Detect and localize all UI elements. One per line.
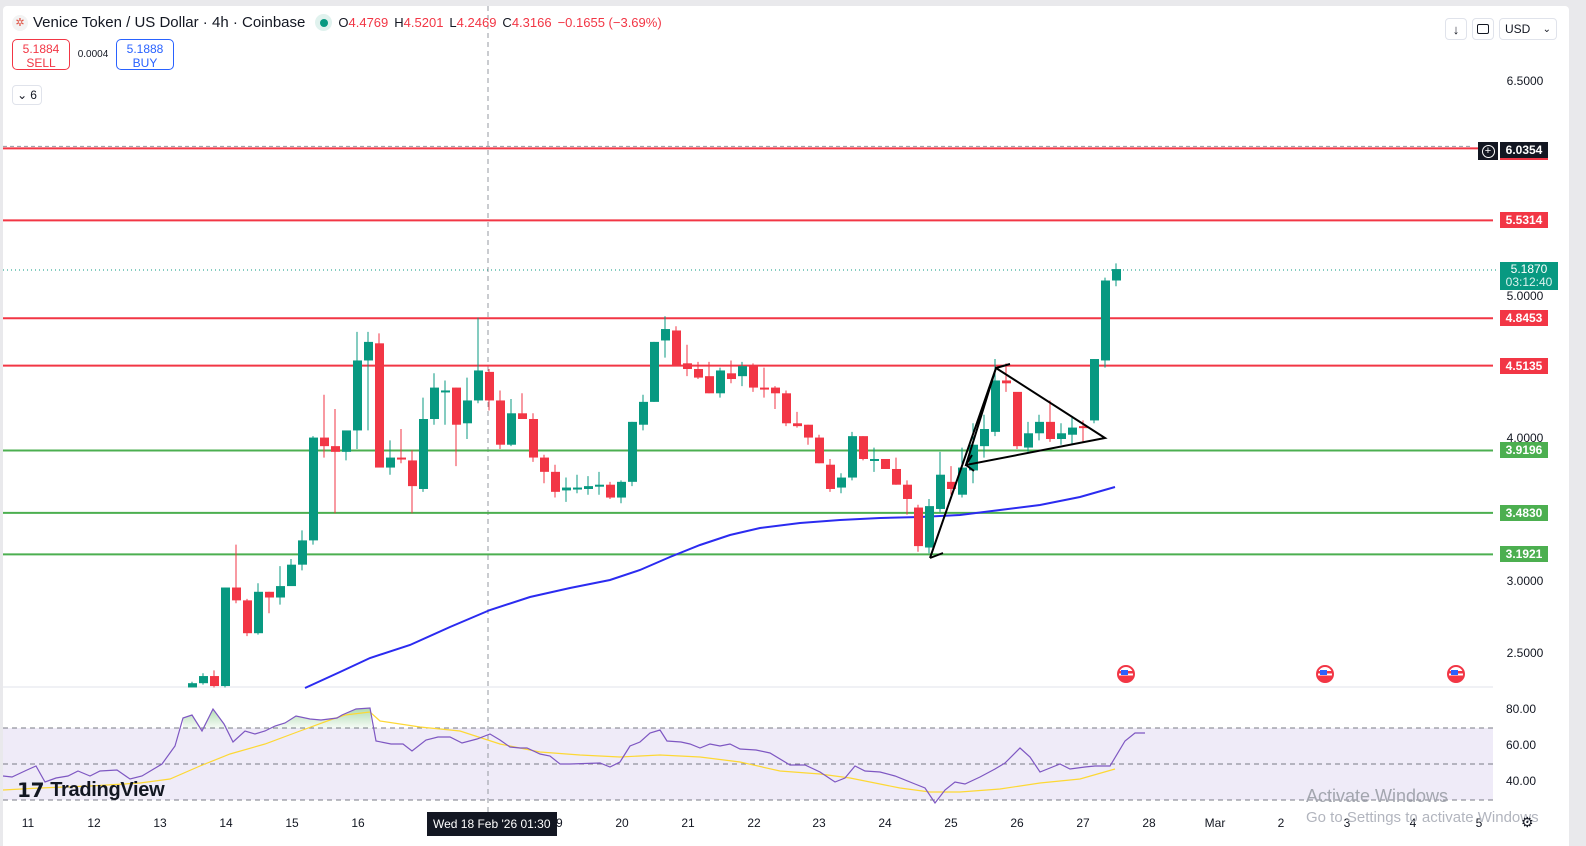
- time-tick-label: 3: [1343, 816, 1351, 830]
- rsi-tick-label: 60.00: [1505, 738, 1537, 752]
- ohlc-open: O4.4769: [338, 15, 389, 30]
- time-tick-label: 11: [21, 816, 35, 830]
- arrow-down-icon: ↓: [1452, 21, 1460, 37]
- alert-line-label[interactable]: + 6.0354: [1478, 142, 1548, 160]
- market-open-status-icon[interactable]: [315, 14, 333, 31]
- chevron-down-icon: ⌄: [17, 88, 28, 102]
- ohlc-close: C4.3166: [502, 15, 552, 30]
- time-tick-label: 22: [747, 816, 761, 830]
- rsi-tick-label: 40.00: [1505, 774, 1537, 788]
- resistance-level-label[interactable]: 5.5314: [1500, 212, 1548, 229]
- resistance-level-label[interactable]: 4.8453: [1500, 310, 1548, 327]
- last-price-value: 5.1870: [1510, 262, 1548, 276]
- indicators-count: 6: [30, 88, 37, 102]
- time-tick-label: 16: [351, 816, 365, 830]
- time-tick-label: 2: [1277, 816, 1285, 830]
- venice-token-icon: ✲: [12, 14, 28, 31]
- sell-label: SELL: [26, 56, 56, 70]
- sell-price: 5.1884: [22, 42, 60, 56]
- spread-value: 0.0004: [77, 49, 109, 60]
- time-tick-label: 20: [615, 816, 629, 830]
- support-level-label[interactable]: 3.1921: [1500, 546, 1548, 563]
- plus-icon: +: [1481, 144, 1495, 158]
- ohlc-high: H4.5201: [394, 15, 444, 30]
- fullscreen-button[interactable]: [1472, 18, 1494, 40]
- add-alert-button[interactable]: +: [1478, 142, 1498, 160]
- chart-toolbar: ↓ USD ⌄: [1445, 18, 1557, 40]
- os-activation-hint: Go to Settings to activate Windows: [1306, 809, 1539, 826]
- time-tick-label: 25: [944, 816, 958, 830]
- logo-text: TradingView: [50, 779, 165, 801]
- time-tick-label: 14: [219, 816, 233, 830]
- symbol-legend: ✲ Venice Token / US Dollar · 4h · Coinba…: [12, 14, 662, 31]
- time-tick-label: 13: [153, 816, 167, 830]
- symbol-title[interactable]: Venice Token / US Dollar · 4h · Coinbase: [33, 14, 306, 31]
- price-tick-label: 3.0000: [1506, 574, 1544, 588]
- time-tick-label: 24: [878, 816, 892, 830]
- currency-value: USD: [1505, 22, 1531, 36]
- price-tick-label: 4.0000: [1506, 431, 1544, 445]
- time-tick-label: 23: [812, 816, 826, 830]
- scroll-to-latest-button[interactable]: ↓: [1445, 18, 1467, 40]
- us-economic-event-flag-icon[interactable]: [1117, 665, 1135, 683]
- time-tick-label: 12: [87, 816, 101, 830]
- tradingview-mark-icon: 𝟭𝟳: [17, 780, 45, 802]
- currency-select[interactable]: USD ⌄: [1499, 18, 1557, 40]
- os-activation-watermark: Activate Windows: [1306, 786, 1449, 806]
- time-tick-label: 28: [1142, 816, 1156, 830]
- resistance-level-label[interactable]: 4.5135: [1500, 357, 1548, 374]
- buy-button[interactable]: 5.1888 BUY: [116, 39, 174, 70]
- time-tick-label: Mar: [1204, 816, 1226, 830]
- fullscreen-icon: [1477, 24, 1489, 34]
- time-tick-label: 15: [285, 816, 299, 830]
- us-economic-event-flag-icon[interactable]: [1316, 665, 1334, 683]
- ohlc-low: L4.2469: [449, 15, 497, 30]
- chart-frame: ✲ Venice Token / US Dollar · 4h · Coinba…: [3, 6, 1569, 846]
- time-tick-label: 5: [1475, 816, 1483, 830]
- chart-canvas[interactable]: [3, 6, 1569, 846]
- bar-countdown: 03:12:40: [1505, 275, 1553, 289]
- alert-line-value: 6.0354: [1500, 142, 1548, 160]
- page-scrollbar[interactable]: [1570, 0, 1586, 846]
- rsi-tick-label: 80.00: [1505, 702, 1537, 716]
- time-tick-label: 21: [681, 816, 695, 830]
- price-tick-label: 6.5000: [1506, 74, 1544, 88]
- last-price-label: 5.1870 03:12:40: [1500, 262, 1558, 290]
- us-economic-event-flag-icon[interactable]: [1447, 665, 1465, 683]
- price-tick-label: 5.0000: [1506, 289, 1544, 303]
- trade-panel: 5.1884 SELL 0.0004 5.1888 BUY: [12, 39, 174, 70]
- support-level-label[interactable]: 3.4830: [1500, 504, 1548, 521]
- crosshair-time-label: Wed 18 Feb '26 01:30: [427, 812, 557, 836]
- support-level-label[interactable]: 3.9196: [1500, 442, 1548, 459]
- buy-label: BUY: [132, 56, 158, 70]
- chevron-down-icon: ⌄: [1542, 23, 1551, 35]
- price-tick-label: 2.5000: [1506, 646, 1544, 660]
- time-tick-label: 27: [1076, 816, 1090, 830]
- buy-price: 5.1888: [126, 42, 164, 56]
- chart-settings-gear-icon[interactable]: ⚙: [1521, 814, 1534, 830]
- tradingview-logo[interactable]: 𝟭𝟳 TradingView: [17, 778, 165, 803]
- price-change: −0.1655 (−3.69%): [557, 15, 662, 30]
- time-tick-label: 26: [1010, 816, 1024, 830]
- sell-button[interactable]: 5.1884 SELL: [12, 39, 70, 70]
- time-tick-label: 4: [1409, 816, 1417, 830]
- indicators-toggle-button[interactable]: ⌄ 6: [12, 85, 42, 105]
